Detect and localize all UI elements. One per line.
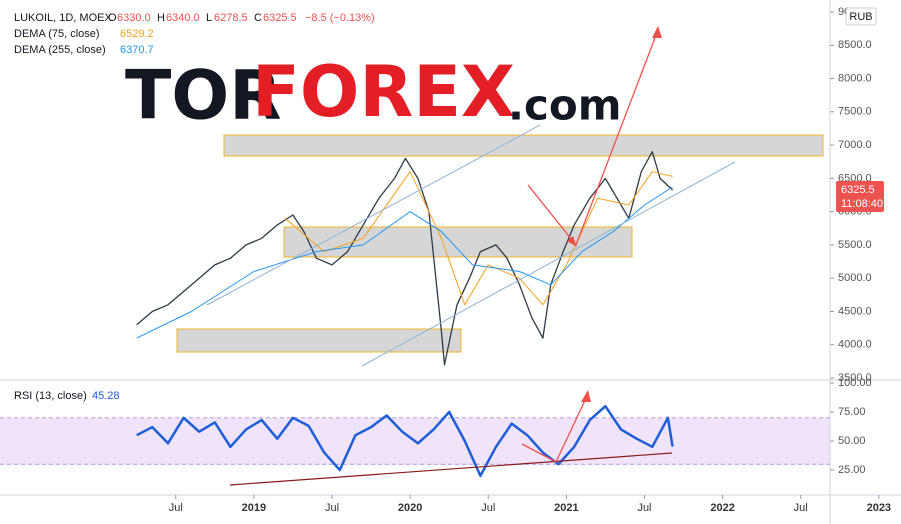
ohlc-label: L: [206, 12, 212, 24]
arrow-head: [567, 236, 577, 247]
x-tick-label: 2019: [242, 502, 266, 514]
x-tick-label: 2023: [867, 502, 891, 514]
ohlc-label: C: [254, 12, 262, 24]
y-tick-label: 7500.0: [838, 106, 872, 118]
ohlc-label: O: [108, 12, 117, 24]
y-tick-label: 8000.0: [838, 72, 872, 84]
x-tick-label: 2022: [710, 502, 734, 514]
y-tick-label: 4500.0: [838, 305, 872, 317]
arrow-head: [581, 390, 591, 402]
x-tick-label: Jul: [169, 502, 183, 514]
ohlc-value: 6278.5: [214, 12, 248, 24]
indicator-label: RSI (13, close): [14, 390, 87, 402]
indicator-value: 6529.2: [120, 28, 154, 40]
y-tick-label: 50.00: [838, 435, 866, 447]
y-tick-label: 5500.0: [838, 239, 872, 251]
x-tick-label: Jul: [481, 502, 495, 514]
indicator-value: 45.28: [92, 390, 120, 402]
watermark-text: FOREX: [252, 51, 515, 133]
series-line: [136, 404, 674, 478]
channel-line: [361, 161, 736, 367]
ohlc-value: 6340.0: [166, 12, 200, 24]
y-tick-label: 100.00: [838, 377, 872, 389]
countdown: 11:08:40: [841, 198, 883, 210]
currency-box: [845, 7, 877, 26]
y-tick-label: 25.00: [838, 464, 866, 476]
watermark: TOR FOREX .com: [125, 51, 621, 136]
indicator-label: DEMA (255, close): [14, 44, 106, 56]
price-tag: [836, 181, 884, 212]
y-tick-label: 75.00: [838, 406, 866, 418]
price-tag-value: 6325.5: [841, 184, 875, 196]
x-tick-label: Jul: [794, 502, 808, 514]
support-zone: [176, 328, 462, 353]
change: −8.5 (−0.13%): [305, 12, 375, 24]
channel-line: [206, 124, 541, 306]
rsi-arrow: [521, 393, 589, 463]
symbol: LUKOIL, 1D, MOEX: [14, 12, 112, 24]
arrow-head: [652, 26, 662, 38]
ohlc-value: 6330.0: [117, 12, 151, 24]
x-tick-label: 2021: [554, 502, 578, 514]
zones: [176, 134, 824, 353]
resistance-zone: [223, 134, 824, 157]
x-tick-label: Jul: [637, 502, 651, 514]
series-line: [284, 171, 673, 306]
y-tick-label: 5000.0: [838, 272, 872, 284]
watermark-text: .com: [508, 81, 621, 130]
y-tick-label: 3500.0: [838, 372, 872, 384]
indicator-value: 6370.7: [120, 44, 154, 56]
legend: LUKOIL, 1D, MOEX O 6330.0 H 6340.0 L 627…: [14, 12, 375, 402]
drawings: [206, 26, 736, 486]
y-tick-label: 8500.0: [838, 39, 872, 51]
rsi-trendline: [229, 452, 673, 486]
ohlc-label: H: [157, 12, 165, 24]
y-tick-label: 7000.0: [838, 139, 872, 151]
watermark-text: TOR: [125, 57, 282, 136]
series-line: [136, 186, 673, 339]
x-tick-label: 2020: [398, 502, 422, 514]
ohlc-value: 6325.5: [263, 12, 297, 24]
plot: [0, 11, 880, 499]
support-zone: [283, 226, 633, 258]
x-tick-label: Jul: [325, 502, 339, 514]
currency: RUB: [849, 11, 872, 23]
indicator-label: DEMA (75, close): [14, 28, 100, 40]
series-line: [136, 151, 674, 366]
y-tick-label: 4000.0: [838, 339, 872, 351]
